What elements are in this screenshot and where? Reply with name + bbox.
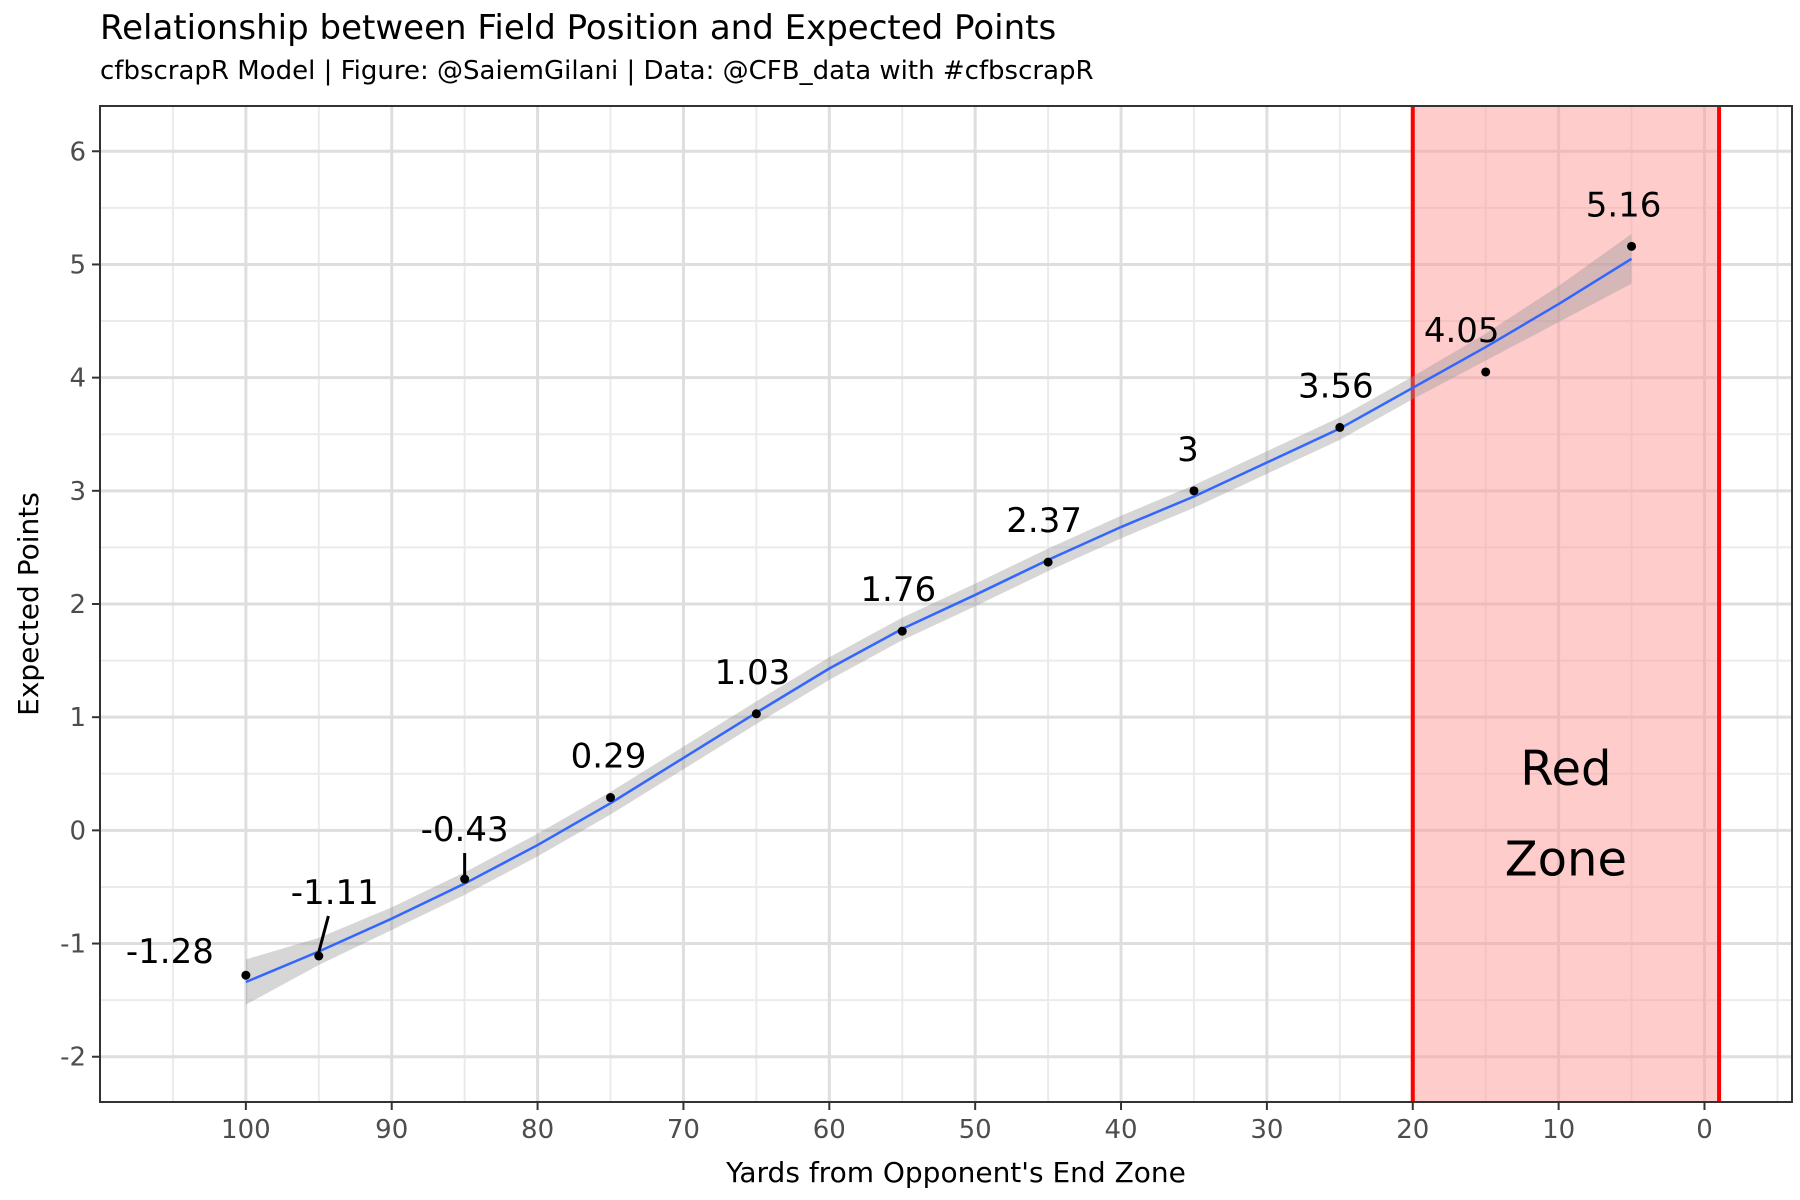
x-tick-label: 100 <box>221 1115 271 1145</box>
data-point <box>897 626 907 636</box>
red-zone-label: Zone <box>1505 832 1627 888</box>
data-label: 4.05 <box>1424 311 1500 351</box>
y-tick-label: 2 <box>69 590 86 620</box>
x-tick-label: 60 <box>813 1115 846 1145</box>
x-tick-label: 20 <box>1396 1115 1429 1145</box>
confidence-band <box>245 233 1632 1005</box>
x-axis-title: Yards from Opponent's End Zone <box>725 1156 1186 1189</box>
red-zone-layer: Red Zone <box>1410 106 1722 1102</box>
data-label: 1.76 <box>860 570 936 610</box>
data-point <box>1627 241 1637 251</box>
data-label: -1.11 <box>291 873 379 913</box>
data-point <box>241 970 251 980</box>
data-point <box>1043 557 1053 567</box>
x-tick-label: 50 <box>959 1115 992 1145</box>
y-tick-label: -1 <box>60 930 86 960</box>
data-point <box>606 793 616 803</box>
data-point <box>460 874 470 884</box>
data-label: -1.28 <box>126 932 214 972</box>
y-tick-label: 1 <box>69 703 86 733</box>
data-point <box>1481 367 1491 377</box>
data-point <box>1189 486 1199 496</box>
red-zone-fill <box>1412 106 1720 1102</box>
x-tick-label: 30 <box>1250 1115 1283 1145</box>
x-tick-label: 0 <box>1696 1115 1713 1145</box>
point-layer <box>241 241 1637 980</box>
smooth-fit-line <box>245 257 1633 984</box>
data-label: 0.29 <box>571 737 647 777</box>
x-tick-label: 70 <box>667 1115 700 1145</box>
y-tick-label: 6 <box>69 137 86 167</box>
y-axis-title: Expected Points <box>12 492 45 716</box>
x-tick-label: 80 <box>521 1115 554 1145</box>
y-tick-label: 5 <box>69 250 86 280</box>
data-point <box>1335 422 1345 432</box>
data-point <box>751 709 761 719</box>
label-leader-line <box>317 915 330 953</box>
x-tick-label: 10 <box>1542 1115 1575 1145</box>
smooth-line-layer <box>245 257 1633 984</box>
x-tick-label: 40 <box>1104 1115 1137 1145</box>
data-point <box>314 951 324 961</box>
confidence-band-layer <box>245 233 1632 1005</box>
y-tick-label: -2 <box>60 1043 86 1073</box>
red-zone-label: Red <box>1520 741 1611 797</box>
data-label: 1.03 <box>715 653 791 693</box>
data-label: 5.16 <box>1586 185 1662 225</box>
data-label: -0.43 <box>421 810 509 850</box>
y-tick-label: 4 <box>69 364 86 394</box>
y-tick-label: 0 <box>69 816 86 846</box>
data-label: 3.56 <box>1298 366 1374 406</box>
chart-subtitle: cfbscrapR Model | Figure: @SaiemGilani |… <box>100 56 1094 86</box>
data-label: 3 <box>1177 430 1199 470</box>
label-layer: -1.28 -1.11 -0.43 0.29 1.03 1.76 2.37 3 3.56 4.05… <box>126 185 1662 972</box>
data-label: 2.37 <box>1006 501 1082 541</box>
y-tick-label: 3 <box>69 477 86 507</box>
chart-title: Relationship between Field Position and … <box>100 8 1057 48</box>
x-tick-label: 90 <box>375 1115 408 1145</box>
